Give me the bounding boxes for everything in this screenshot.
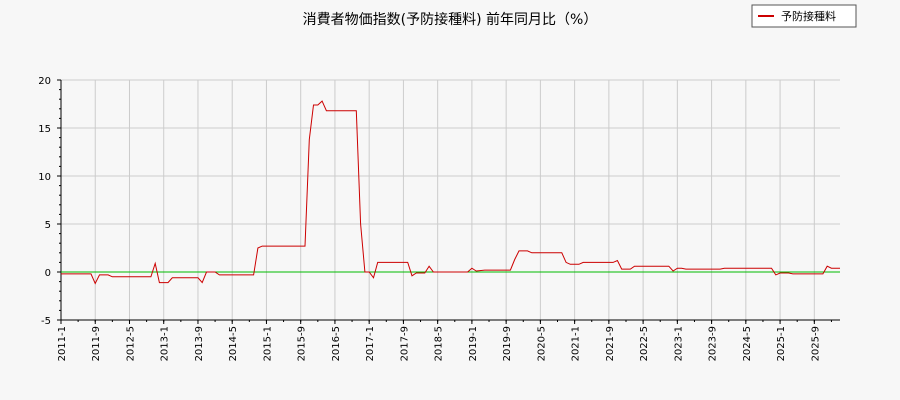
x-tick-label: 2014-5	[228, 326, 239, 361]
x-tick-label: 2015-1	[262, 326, 273, 361]
legend: 予防接種料	[751, 4, 857, 28]
x-tick-label: 2020-5	[536, 326, 547, 361]
series-group	[61, 100, 840, 285]
x-tick-label: 2023-9	[708, 326, 719, 361]
y-tick-label: 20	[38, 76, 51, 87]
x-tick-label: 2017-1	[365, 326, 376, 361]
y-axis-ticks: -5 0 5 10 15 20	[38, 76, 61, 327]
x-tick-label: 2013-1	[160, 326, 171, 361]
x-tick-label: 2021-9	[605, 326, 616, 361]
y-tick-label: -5	[41, 316, 51, 327]
x-tick-label: 2016-5	[331, 326, 342, 361]
grid	[60, 79, 840, 321]
legend-label: 予防接種料	[781, 9, 836, 23]
x-tick-label: 2025-9	[810, 326, 821, 361]
x-tick-label: 2011-1	[57, 326, 68, 361]
x-tick-label: 2018-5	[434, 326, 445, 361]
x-tick-label: 2017-9	[399, 326, 410, 361]
x-tick-label: 2024-5	[742, 326, 753, 361]
x-tick-label: 2019-9	[502, 326, 513, 361]
series-line	[61, 100, 840, 285]
x-tick-label: 2011-9	[91, 326, 102, 361]
x-tick-label: 2015-9	[297, 326, 308, 361]
x-tick-label: 2013-9	[194, 326, 205, 361]
x-axis-ticks: 2011-1 2011-9 2012-5 2013-1 2013-9 2014-5 2015…	[57, 320, 832, 361]
y-tick-label: 15	[38, 124, 51, 135]
chart-title: 消費者物価指数(予防接種料) 前年同月比（%）	[303, 11, 598, 28]
y-tick-label: 10	[38, 172, 51, 183]
axes	[60, 80, 840, 321]
x-tick-label: 2021-1	[571, 326, 582, 361]
y-tick-label: 0	[45, 268, 51, 279]
x-tick-label: 2012-5	[125, 326, 136, 361]
x-tick-label: 2022-5	[639, 326, 650, 361]
legend-box	[751, 4, 857, 28]
x-tick-label: 2019-1	[468, 326, 479, 361]
y-tick-label: 5	[45, 220, 51, 231]
x-tick-label: 2023-1	[673, 326, 684, 361]
x-tick-label: 2025-1	[776, 326, 787, 361]
